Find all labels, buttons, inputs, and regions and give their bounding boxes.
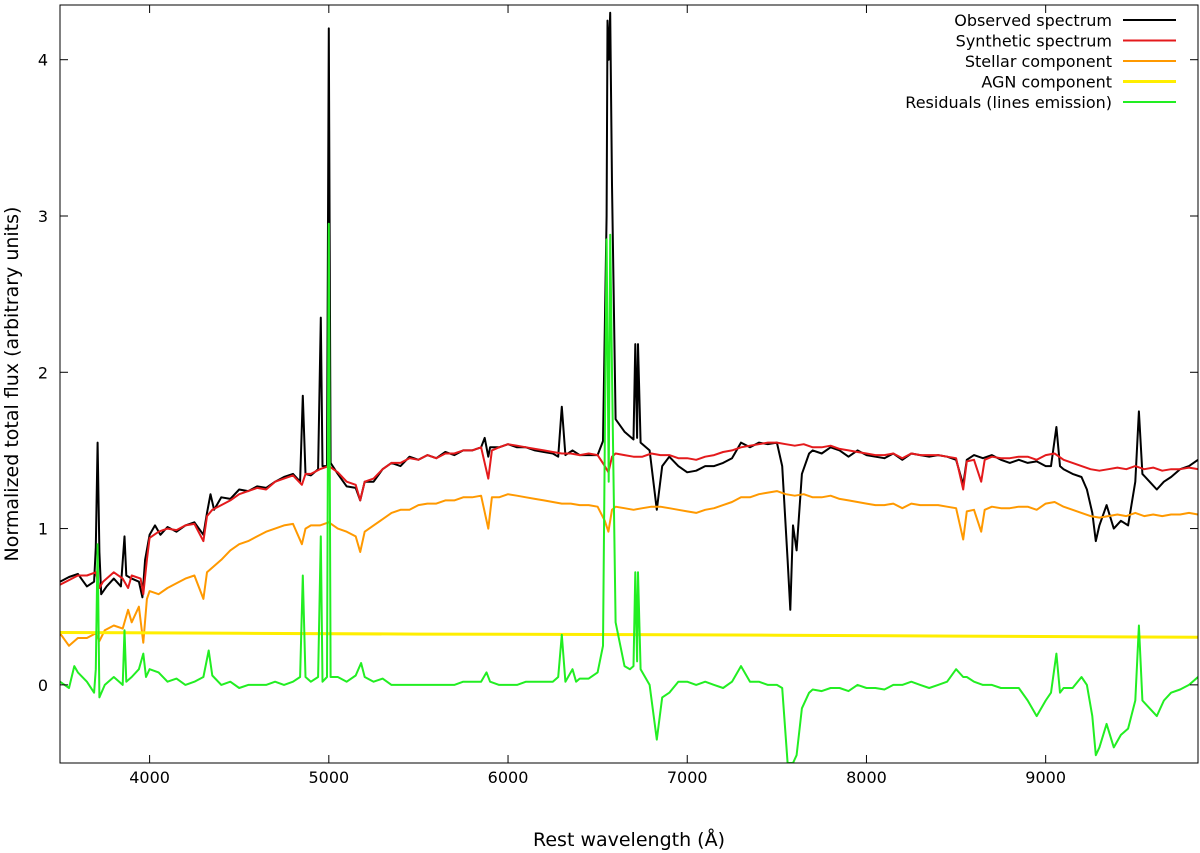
x-tick-label: 7000 [667,768,708,787]
ticks-layer: 4000 5000 6000 7000 8000 9000 0 1 2 3 4 [38,5,1198,787]
legend: Observed spectrum Synthetic spectrumStell… [905,11,1176,112]
plot-frame [59,4,1199,764]
y-tick-label: 0 [38,676,48,695]
x-tick-label: 5000 [308,768,349,787]
y-axis-title: Normalized total flux (arbitrary units) [1,207,23,562]
x-tick-label: 8000 [846,768,887,787]
x-axis-title: Rest wavelength (Å) [533,828,725,851]
x-tick-label: 4000 [129,768,170,787]
y-tick-label: 1 [38,520,48,539]
legend-label-2: Stellar component [965,52,1112,71]
series-line-2 [60,490,1198,647]
series-line-1 [60,441,1198,596]
y-tick-label: 2 [38,363,48,382]
legend-label-4: Residuals (lines emission) [905,93,1112,112]
legend-label-3: AGN component [981,73,1112,92]
y-tick-label: 3 [38,207,48,226]
legend-label-0: Observed spectrum [954,11,1112,30]
series-line-0 [60,11,1198,611]
series-line-3 [60,631,1198,639]
x-tick-label: 9000 [1025,768,1066,787]
x-tick-label: 6000 [488,768,529,787]
series-line-4 [60,222,1198,763]
y-tick-label: 4 [38,51,48,70]
legend-label-1: Synthetic spectrum [956,32,1112,51]
series-layer [60,11,1198,763]
